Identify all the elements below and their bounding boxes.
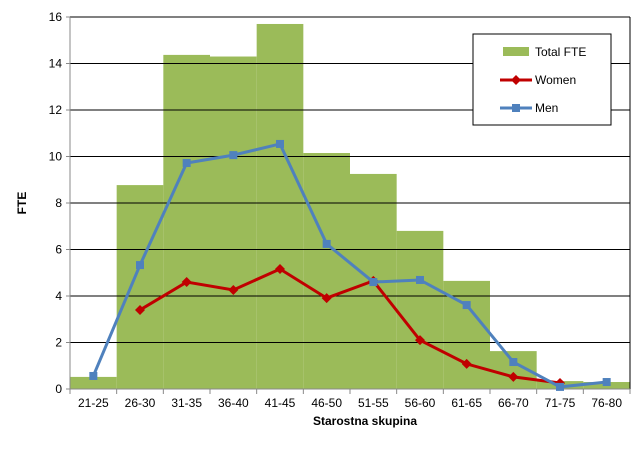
women-point xyxy=(135,304,145,315)
y-tick-label: 8 xyxy=(55,196,62,210)
x-tick-label: 56-60 xyxy=(405,396,436,410)
bar-26-30 xyxy=(116,185,164,389)
y-tick-label: 6 xyxy=(55,243,62,257)
women-point xyxy=(461,358,472,369)
bar-56-60 xyxy=(396,230,444,389)
men-point xyxy=(89,371,98,380)
women-point xyxy=(181,277,192,288)
bar-21-25 xyxy=(70,376,117,389)
x-axis-title: Starostna skupina xyxy=(313,414,417,428)
women-point xyxy=(275,264,285,275)
y-tick-label: 4 xyxy=(55,289,62,303)
men-point xyxy=(556,382,564,391)
x-tick-label: 21-25 xyxy=(78,396,109,410)
men-point xyxy=(322,239,331,248)
women-point xyxy=(508,371,519,382)
y-tick-label: 0 xyxy=(55,382,62,396)
x-tick-label: 31-35 xyxy=(171,396,202,410)
bar-46-50 xyxy=(303,153,350,389)
x-tick-label: 36-40 xyxy=(218,396,249,410)
bar-31-35 xyxy=(163,54,210,390)
men-line xyxy=(91,142,607,389)
x-tick-label: 51-55 xyxy=(358,396,389,410)
women-point xyxy=(228,284,239,295)
legend xyxy=(472,33,612,126)
x-tick-label: 41-45 xyxy=(265,396,296,410)
men-point xyxy=(602,378,611,387)
x-tick-label: 26-30 xyxy=(125,396,156,410)
legend-label-0: Total FTE xyxy=(535,45,586,59)
bar-41-45 xyxy=(256,23,304,389)
women-point xyxy=(415,335,425,346)
men-point xyxy=(416,275,424,284)
legend-swatch-0 xyxy=(503,47,529,56)
men-point xyxy=(182,159,191,168)
y-tick-label: 16 xyxy=(49,10,63,24)
men-point xyxy=(229,151,238,160)
x-tick-label: 66-70 xyxy=(498,396,529,410)
legend-marker-1 xyxy=(511,75,521,85)
x-tick-label: 61-65 xyxy=(451,396,482,410)
bar-36-40 xyxy=(210,56,257,390)
women-point xyxy=(321,293,332,304)
legend-marker-2 xyxy=(512,104,520,112)
legend-label-2: Men xyxy=(535,101,558,115)
men-point xyxy=(509,358,518,367)
x-tick-label: 46-50 xyxy=(311,396,342,410)
bar-61-65 xyxy=(443,280,490,389)
x-tick-label: 71-75 xyxy=(545,396,576,410)
y-tick-label: 10 xyxy=(49,150,63,164)
legend-label-1: Women xyxy=(535,73,576,87)
women-line xyxy=(139,267,561,385)
men-point xyxy=(136,261,144,270)
men-point xyxy=(276,139,284,148)
y-tick-label: 12 xyxy=(49,103,63,117)
y-tick-label: 14 xyxy=(49,57,63,71)
y-tick-label: 2 xyxy=(55,336,62,350)
y-axis-title: FTE xyxy=(15,192,29,215)
men-point xyxy=(462,301,471,310)
x-tick-label: 76-80 xyxy=(591,396,622,410)
men-point xyxy=(369,278,378,287)
